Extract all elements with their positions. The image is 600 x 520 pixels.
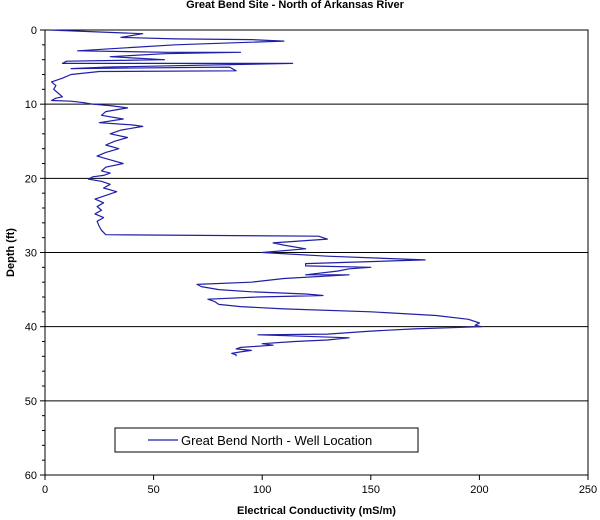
y-axis-label: Depth (ft) — [5, 228, 17, 277]
y-tick-label: 50 — [25, 396, 37, 408]
x-tick-label: 0 — [42, 484, 48, 496]
y-tick-label: 0 — [31, 25, 37, 37]
x-axis-label: Electrical Conductivity (mS/m) — [237, 505, 396, 517]
series-layer — [49, 29, 483, 357]
legend: Great Bend North - Well Location — [114, 427, 419, 453]
legend-label: Great Bend North - Well Location — [181, 433, 372, 448]
y-tick-label: 30 — [25, 248, 37, 260]
y-tick-label: 10 — [25, 99, 37, 111]
y-tick-label: 60 — [25, 470, 37, 482]
x-tick-label: 200 — [470, 484, 488, 496]
y-tick-label: 20 — [25, 173, 37, 185]
x-tick-label: 50 — [147, 484, 159, 496]
series-line — [49, 29, 483, 357]
x-tick-label: 150 — [362, 484, 380, 496]
axis-ticks: 0 10 20 30 40 50 60 0 50 100 150 200 250 — [25, 25, 597, 496]
grid-lines — [45, 103, 588, 402]
chart-title: Great Bend Site - North of Arkansas Rive… — [186, 0, 405, 11]
x-tick-label: 250 — [579, 484, 597, 496]
y-tick-label: 40 — [25, 322, 37, 334]
x-tick-label: 100 — [253, 484, 271, 496]
